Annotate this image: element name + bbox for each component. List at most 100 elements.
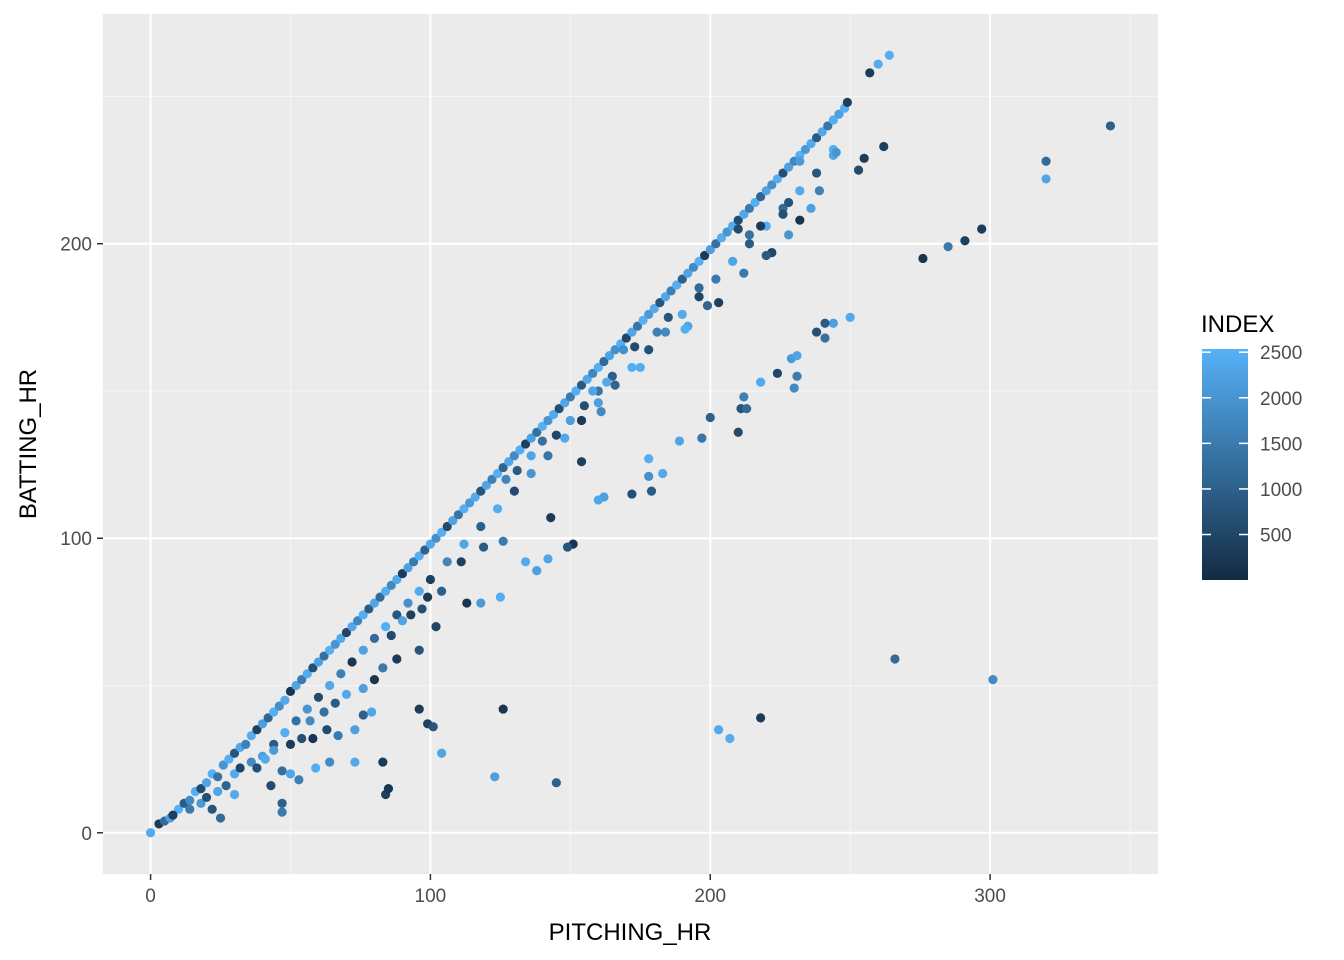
data-point: [341, 689, 352, 699]
data-point: [297, 675, 307, 685]
data-point: [442, 557, 452, 567]
data-point: [520, 439, 531, 449]
data-point: [252, 725, 262, 735]
data-point: [185, 795, 195, 805]
data-point: [988, 675, 998, 685]
data-point: [820, 318, 830, 328]
x-axis: 0 100 200 300: [145, 874, 1006, 907]
data-point: [358, 683, 368, 694]
data-point: [663, 312, 673, 322]
data-point: [285, 769, 296, 779]
data-point: [308, 733, 318, 744]
data-point: [333, 730, 343, 741]
data-point: [660, 292, 671, 302]
data-point: [512, 465, 522, 476]
data-point: [392, 654, 402, 664]
data-point: [274, 701, 284, 711]
data-point: [285, 686, 296, 696]
data-point: [269, 707, 279, 717]
data-point: [705, 412, 715, 423]
data-point: [694, 283, 704, 293]
data-point: [784, 230, 794, 240]
data-point: [386, 580, 396, 590]
data-point: [778, 168, 788, 178]
data-point: [560, 398, 570, 408]
data-point: [353, 616, 363, 626]
data-point: [565, 392, 575, 402]
data-point: [369, 633, 380, 643]
data-point: [588, 368, 598, 378]
data-point: [313, 657, 324, 667]
data-point: [635, 362, 645, 373]
data-point: [322, 725, 332, 735]
data-point: [476, 598, 486, 608]
data-point: [756, 377, 766, 387]
data-point: [537, 436, 547, 446]
y-tick-label: 200: [60, 235, 92, 256]
colorbar-label: 500: [1260, 526, 1292, 547]
data-point: [498, 462, 508, 473]
data-point: [817, 127, 827, 137]
data-point: [644, 345, 654, 355]
data-point: [406, 610, 416, 620]
data-point: [610, 380, 620, 390]
data-point: [739, 268, 749, 278]
data-point: [414, 586, 424, 596]
data-point: [456, 557, 466, 567]
data-point: [820, 333, 830, 343]
y-axis-title: BATTING_HR: [15, 369, 42, 519]
data-point: [761, 250, 771, 261]
data-point: [884, 50, 894, 60]
data-point: [403, 563, 413, 573]
data-point: [308, 663, 318, 673]
data-point: [744, 203, 755, 213]
data-point: [492, 504, 503, 514]
data-point: [417, 604, 427, 614]
data-point: [350, 757, 360, 767]
data-point: [532, 427, 542, 437]
data-point: [428, 722, 438, 732]
data-point: [173, 804, 184, 814]
data-point: [853, 165, 864, 175]
data-point: [627, 362, 637, 373]
x-tick-label: 0: [145, 886, 156, 907]
data-point: [336, 669, 346, 679]
data-point: [537, 421, 547, 431]
data-point: [700, 250, 710, 261]
data-point: [739, 392, 749, 402]
data-point: [551, 430, 561, 440]
data-point: [739, 209, 749, 219]
data-point: [644, 309, 654, 320]
data-point: [207, 804, 217, 814]
data-point: [593, 398, 603, 408]
data-point: [459, 539, 469, 549]
data-point: [756, 192, 766, 202]
data-point: [761, 186, 771, 196]
data-point: [702, 300, 713, 311]
data-point: [697, 433, 707, 443]
data-point: [733, 427, 743, 437]
data-point: [498, 704, 508, 714]
data-point: [425, 574, 436, 585]
data-point: [714, 725, 724, 735]
data-point: [543, 451, 553, 461]
data-point: [437, 748, 447, 758]
data-point: [476, 521, 486, 532]
data-point: [593, 362, 603, 373]
data-point: [811, 168, 822, 178]
data-point: [562, 542, 573, 552]
data-point: [795, 156, 805, 166]
data-point: [655, 298, 665, 308]
data-point: [291, 680, 301, 691]
data-point: [319, 651, 329, 661]
data-point: [431, 622, 441, 632]
data-point: [733, 215, 743, 225]
data-point: [873, 59, 883, 69]
colorbar-label: 1500: [1260, 434, 1302, 455]
data-point: [890, 654, 900, 664]
data-point: [246, 757, 256, 767]
data-point: [431, 533, 441, 543]
data-point: [960, 236, 970, 246]
data-point: [772, 368, 783, 378]
legend-title: INDEX: [1201, 311, 1274, 338]
